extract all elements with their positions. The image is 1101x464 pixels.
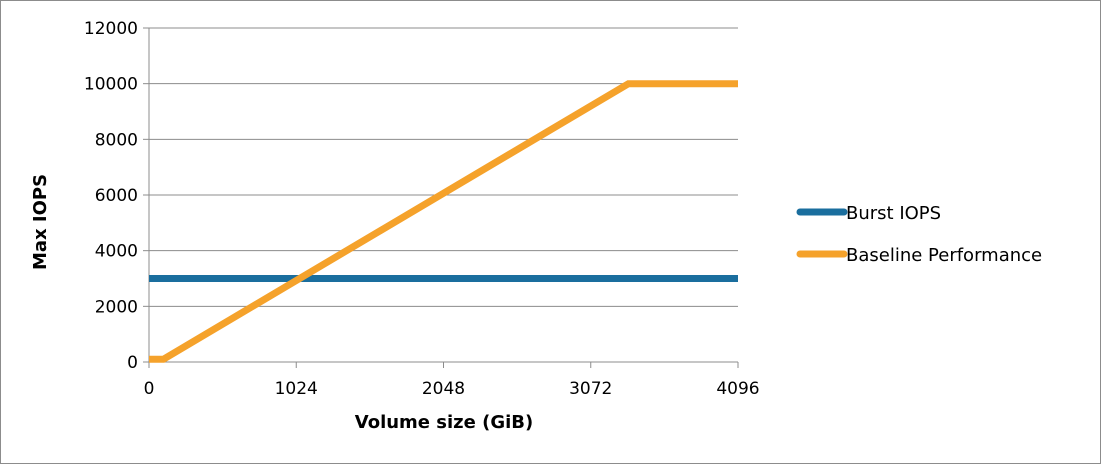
x-tick-label: 0 [144,379,155,399]
legend-label-1: Burst IOPS [846,203,941,224]
y-axis-title: Max IOPS [30,174,51,270]
x-axis-title: Volume size (GiB) [355,412,533,433]
legend-label-2: Baseline Performance [846,245,1042,266]
x-tick-label: 1024 [275,379,318,399]
y-tick-label: 6000 [95,186,138,206]
axes [143,27,739,368]
legend: Burst IOPS Baseline Performance [796,203,1042,266]
tick-labels: 0 2000 4000 6000 8000 10000 12000 0 1024 2048 3072… [84,19,760,399]
y-tick-label: 4000 [95,242,138,262]
series-lines [149,80,738,363]
y-tick-label: 0 [127,353,138,373]
y-tick-label: 12000 [84,19,138,39]
x-tick-label: 3072 [569,379,612,399]
y-tick-label: 2000 [95,297,138,317]
grid-lines [149,27,738,307]
x-tick-label: 4096 [716,379,759,399]
y-tick-label: 10000 [84,75,138,95]
series-line-2 [149,80,738,363]
y-tick-label: 8000 [95,130,138,150]
x-tick-label: 2048 [422,379,465,399]
